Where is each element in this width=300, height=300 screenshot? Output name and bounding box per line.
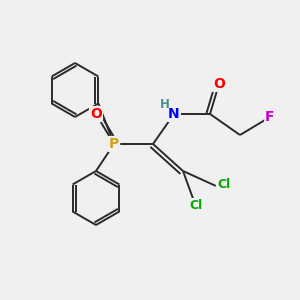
Text: N: N [168, 107, 180, 121]
Text: F: F [265, 110, 275, 124]
Text: H: H [160, 98, 169, 112]
Text: Cl: Cl [190, 199, 203, 212]
Text: O: O [213, 77, 225, 91]
Text: Cl: Cl [217, 178, 230, 191]
Text: P: P [109, 137, 119, 151]
Text: O: O [90, 107, 102, 121]
